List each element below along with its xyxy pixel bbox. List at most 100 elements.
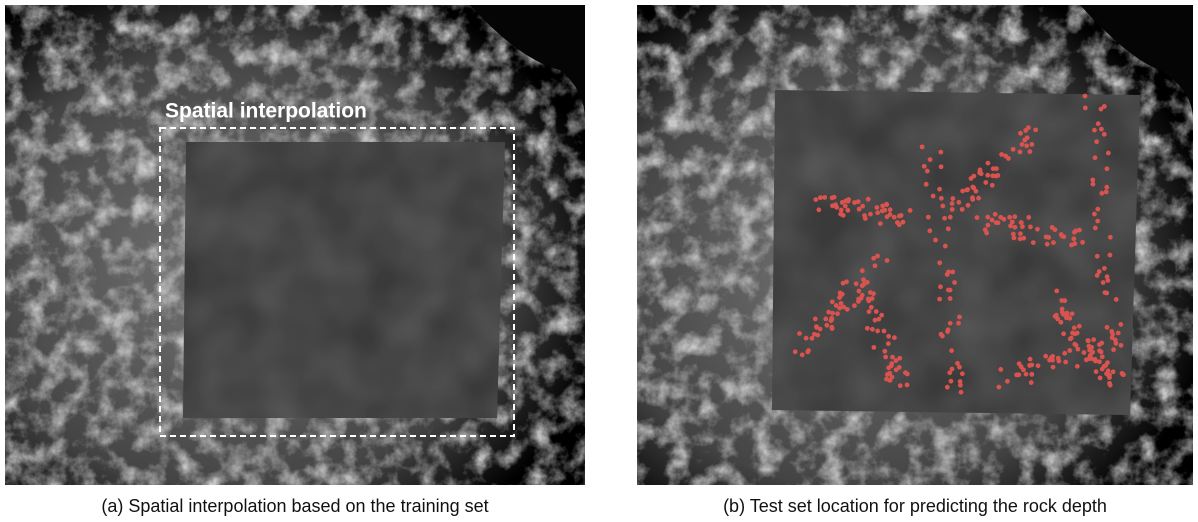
test-point (1071, 236, 1076, 241)
test-point (1074, 343, 1079, 348)
test-point (1056, 356, 1061, 361)
test-point (895, 220, 900, 225)
test-point (1077, 324, 1082, 329)
test-point (1102, 266, 1107, 271)
test-point (866, 197, 871, 202)
test-point (998, 367, 1003, 372)
test-point (985, 173, 990, 178)
test-point (818, 195, 823, 200)
test-point (948, 288, 953, 293)
test-point (882, 349, 887, 354)
test-point (983, 180, 988, 185)
test-point (834, 303, 839, 308)
test-point (1080, 240, 1085, 245)
test-point (871, 345, 876, 350)
test-point (1100, 354, 1105, 359)
test-point (1094, 139, 1099, 144)
test-point (1092, 212, 1097, 217)
test-point (1095, 219, 1100, 224)
test-point (1095, 254, 1100, 259)
test-point (958, 379, 963, 384)
test-point (882, 329, 887, 334)
test-point (873, 263, 878, 268)
test-point (829, 318, 834, 323)
test-point (1018, 131, 1023, 136)
test-point (993, 212, 998, 217)
test-point (970, 185, 975, 190)
test-point (869, 305, 874, 310)
test-point (868, 212, 873, 217)
test-point (1105, 274, 1110, 279)
test-point (1005, 379, 1010, 384)
test-point (986, 223, 991, 228)
test-point (886, 334, 891, 339)
test-point (813, 316, 818, 321)
test-point (1105, 360, 1110, 365)
test-point (996, 220, 1001, 225)
test-point (1105, 166, 1110, 171)
caption-b: (b) Test set location for predicting the… (723, 496, 1107, 516)
test-point (1020, 224, 1025, 229)
test-point (1118, 322, 1123, 327)
test-point (813, 197, 818, 202)
test-point (894, 367, 899, 372)
test-point (1102, 364, 1107, 369)
test-point (971, 174, 976, 179)
test-point (1072, 325, 1077, 330)
test-point (875, 329, 880, 334)
test-point (1073, 331, 1078, 336)
test-point (966, 203, 971, 208)
test-point (946, 226, 951, 231)
test-point (830, 299, 835, 304)
test-point (860, 204, 865, 209)
test-point (840, 200, 845, 205)
test-point (866, 298, 871, 303)
test-point (974, 189, 979, 194)
test-point (990, 183, 995, 188)
test-point (1027, 149, 1032, 154)
test-point (1011, 147, 1016, 152)
test-point (1097, 342, 1102, 347)
test-point (1093, 226, 1098, 231)
test-point (924, 182, 929, 187)
test-point (879, 313, 884, 318)
test-point (950, 196, 955, 201)
test-point (1051, 240, 1056, 245)
test-point (1010, 220, 1015, 225)
test-point (1116, 331, 1121, 336)
test-point (948, 215, 953, 220)
test-point (1097, 359, 1102, 364)
test-point (841, 281, 846, 286)
test-point (939, 332, 944, 337)
test-point (920, 144, 925, 149)
test-point (975, 215, 980, 220)
test-point (1091, 337, 1096, 342)
test-point (1106, 151, 1111, 156)
test-point (876, 317, 881, 322)
test-point (1105, 325, 1110, 330)
test-point (1102, 104, 1107, 109)
test-point (1095, 273, 1100, 278)
test-point (867, 309, 872, 314)
test-point (824, 323, 829, 328)
test-point (926, 215, 931, 220)
test-point (931, 194, 936, 199)
test-point (927, 228, 932, 233)
test-point (950, 367, 955, 372)
test-point (1119, 343, 1124, 348)
test-point (830, 326, 835, 331)
test-point (1096, 121, 1101, 126)
test-point (1007, 215, 1012, 220)
test-point (1108, 253, 1113, 258)
test-point (948, 296, 953, 301)
test-point (1053, 314, 1058, 319)
test-point (1029, 372, 1034, 377)
test-point (1011, 232, 1016, 237)
test-point (1020, 142, 1025, 147)
test-point (874, 309, 879, 314)
test-point (1046, 235, 1051, 240)
test-point (1062, 351, 1067, 356)
test-point (880, 203, 885, 208)
test-point (1036, 363, 1041, 368)
test-point (1106, 373, 1111, 378)
